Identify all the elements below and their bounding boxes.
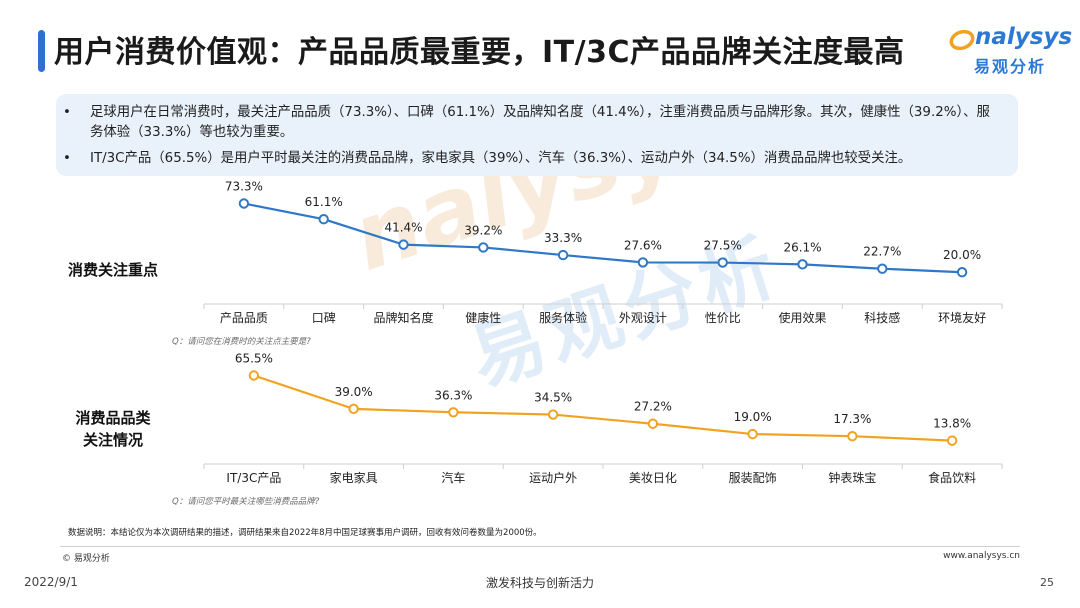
chart1-consumption-focus: 73.3% 产品品质 61.1% 口碑 41.4% 品牌知名度 39.2% 健康性 33.3% 服… [203, 180, 1003, 325]
x-tick-label: 服装配饰 [729, 471, 777, 485]
data-point [547, 409, 559, 420]
logo-a-icon [949, 29, 975, 51]
data-value-label: 39.2% [464, 223, 502, 237]
data-value-label: 73.3% [225, 180, 263, 194]
page-number: 25 [1040, 576, 1054, 589]
data-value-label: 27.5% [704, 239, 742, 253]
x-tick-label: 科技感 [864, 310, 900, 325]
series-line [253, 374, 953, 442]
logo-text-cn: 易观分析 [974, 57, 1047, 76]
summary-item-1-text: 足球用户在日常消费时，最关注产品品质（73.3%）、口碑（61.1%）及品牌知名… [90, 105, 990, 140]
data-point [647, 418, 659, 429]
data-value-label: 26.1% [783, 240, 821, 254]
logo-text-en: nalysys [975, 24, 1073, 50]
x-tick-label: 品牌知名度 [373, 310, 433, 325]
data-note: 数据说明：本结论仅为本次调研结果的描述，调研结果来自2022年8月中国足球赛事用… [68, 528, 542, 538]
data-point [248, 370, 260, 381]
data-value-label: 17.3% [833, 412, 871, 426]
data-point [946, 435, 958, 446]
summary-item-2: • IT/3C产品（65.5%）是用户平时最关注的消费品品牌，家电家具（39%）… [63, 149, 1010, 169]
x-tick-label: 环境友好 [938, 310, 986, 325]
data-point [448, 407, 459, 418]
analysys-logo: nalysys 易观分析 [949, 24, 1072, 80]
x-tick-label: 产品品质 [220, 311, 268, 325]
chart2-category-attention: 65.5% IT/3C产品 39.0% 家电家具 36.3% 汽车 34.5% 运动户外 27.… [203, 352, 1003, 485]
x-tick-label: 使用效果 [778, 310, 826, 325]
footer-divider [60, 546, 1020, 547]
data-value-label: 36.3% [434, 388, 472, 402]
x-tick-label: 外观设计 [619, 311, 667, 325]
website-link[interactable]: www.analysys.cn [943, 551, 1020, 561]
data-point [348, 403, 359, 415]
x-tick-label: 家电家具 [330, 470, 378, 485]
chart2-question-note: Q：请问您平时最关注哪些消费品品牌? [172, 497, 320, 507]
data-value-label: 65.5% [235, 352, 273, 366]
x-tick-label: 汽车 [441, 470, 465, 485]
data-point [318, 214, 329, 225]
summary-box: • 足球用户在日常消费时，最关注产品品质（73.3%）、口碑（61.1%）及品牌… [56, 94, 1018, 176]
x-tick-label: 性价比 [705, 311, 741, 325]
bullet-icon: • [63, 151, 71, 166]
data-value-label: 33.3% [544, 231, 582, 245]
data-value-label: 61.1% [305, 195, 343, 209]
data-value-label: 19.0% [734, 410, 772, 424]
chart1-row-label: 消费关注重点 [67, 261, 158, 279]
summary-item-2-text: IT/3C产品（65.5%）是用户平时最关注的消费品品牌，家电家具（39%）、汽… [90, 151, 912, 166]
data-value-label: 13.8% [933, 417, 971, 431]
chart2-row-label-line1: 消费品品类 [75, 409, 151, 427]
x-tick-label: 服务体验 [539, 310, 587, 325]
x-tick-label: 健康性 [465, 310, 501, 325]
x-tick-label: IT/3C产品 [226, 471, 281, 485]
x-tick-label: 运动户外 [529, 470, 577, 485]
copyright: © 易观分析 [62, 554, 110, 564]
data-point [797, 259, 808, 270]
data-point [847, 431, 858, 442]
chart1-question-note: Q：请问您在消费时的关注点主要是? [172, 337, 311, 347]
bullet-icon: • [63, 105, 71, 120]
series-line [243, 202, 963, 274]
data-value-label: 39.0% [335, 385, 373, 399]
data-value-label: 27.6% [624, 238, 662, 252]
data-point [717, 257, 728, 268]
chart2-row-label: 消费品品类 关注情况 [58, 407, 168, 451]
x-tick-label: 食品饮料 [928, 470, 976, 485]
x-tick-label: 美妆日化 [629, 471, 677, 485]
data-point [637, 257, 649, 268]
data-value-label: 27.2% [634, 400, 672, 414]
data-point [877, 263, 888, 274]
data-point [238, 198, 250, 209]
data-value-label: 20.0% [943, 248, 981, 262]
data-value-label: 41.4% [384, 221, 422, 235]
footer-date: 2022/9/1 [24, 575, 78, 589]
data-point [747, 428, 758, 440]
data-value-label: 22.7% [863, 245, 901, 259]
summary-item-1: • 足球用户在日常消费时，最关注产品品质（73.3%）、口碑（61.1%）及品牌… [63, 103, 990, 143]
data-point [478, 242, 489, 253]
chart2-row-label-line2: 关注情况 [82, 431, 143, 449]
title-accent-bar [38, 30, 45, 72]
data-point [956, 267, 968, 278]
data-point [398, 239, 409, 250]
page-title: 用户消费价值观：产品品质最重要，IT/3C产品品牌关注度最高 [54, 35, 905, 70]
data-value-label: 34.5% [534, 391, 572, 405]
data-point [557, 249, 569, 261]
footer-slogan: 激发科技与创新活力 [485, 576, 594, 590]
x-tick-label: 钟表珠宝 [828, 470, 876, 485]
x-tick-label: 口碑 [312, 310, 336, 325]
